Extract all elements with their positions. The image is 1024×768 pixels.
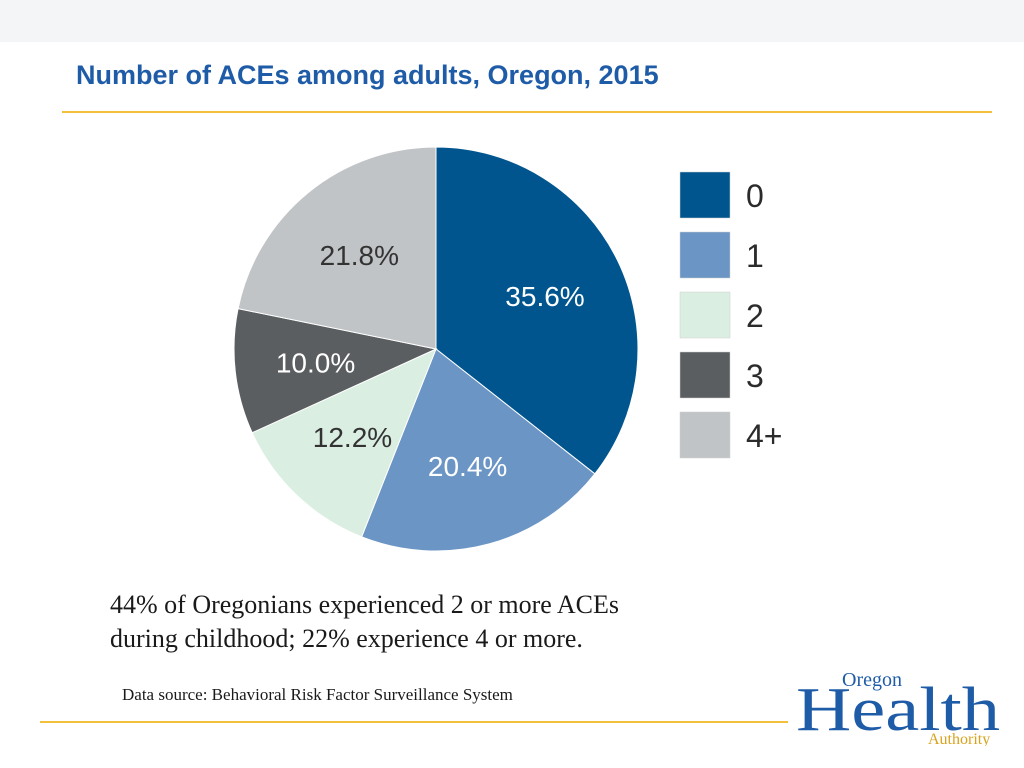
legend-swatch-3 (679, 351, 731, 399)
legend-swatch-1 (679, 231, 731, 279)
logo-authority-text: Authority (928, 731, 990, 746)
legend-label-3: 3 (746, 358, 764, 394)
bottom-rule (40, 721, 788, 723)
logo-oregon-text: Oregon (842, 669, 902, 691)
pie-slice-4plus (237, 146, 437, 350)
legend-label-4plus: 4+ (746, 418, 782, 454)
pie-label-2: 12.2% (313, 422, 392, 453)
data-source-note: Data source: Behavioral Risk Factor Surv… (122, 685, 513, 704)
legend-swatch-4plus (679, 411, 731, 459)
summary-line-1: 44% of Oregonians experienced 2 or more … (110, 590, 620, 619)
pie-slice-1 (360, 348, 596, 552)
summary-text: 44% of Oregonians experienced 2 or more … (110, 588, 750, 656)
oregon-health-authority-logo: Oregon Health Authority (796, 669, 1000, 746)
legend-swatch-2 (679, 291, 731, 339)
legend-label-2: 2 (746, 298, 764, 334)
pie-label-0: 35.6% (505, 281, 584, 312)
legend-label-1: 1 (746, 238, 764, 274)
pie-slice-2 (251, 348, 437, 538)
legend-label-0: 0 (746, 178, 764, 214)
pie-label-1: 20.4% (428, 451, 507, 482)
legend-swatch-0 (679, 171, 731, 219)
pie-slice-3 (233, 308, 438, 434)
top-band (0, 0, 1024, 42)
pie-label-4plus: 21.8% (320, 240, 399, 271)
legend: 0 1 2 3 4+ (679, 171, 782, 459)
pie-slice-0 (435, 146, 639, 475)
slide-title: Number of ACEs among adults, Oregon, 201… (76, 60, 659, 90)
pie-label-3: 10.0% (276, 348, 355, 379)
pie-slices (233, 146, 639, 552)
pie-data-labels: 35.6% 20.4% 12.2% 10.0% 21.8% (276, 240, 585, 482)
summary-line-2: during childhood; 22% experience 4 or mo… (110, 624, 583, 653)
title-rule (62, 111, 992, 113)
logo-health-text: Health (796, 676, 1000, 744)
